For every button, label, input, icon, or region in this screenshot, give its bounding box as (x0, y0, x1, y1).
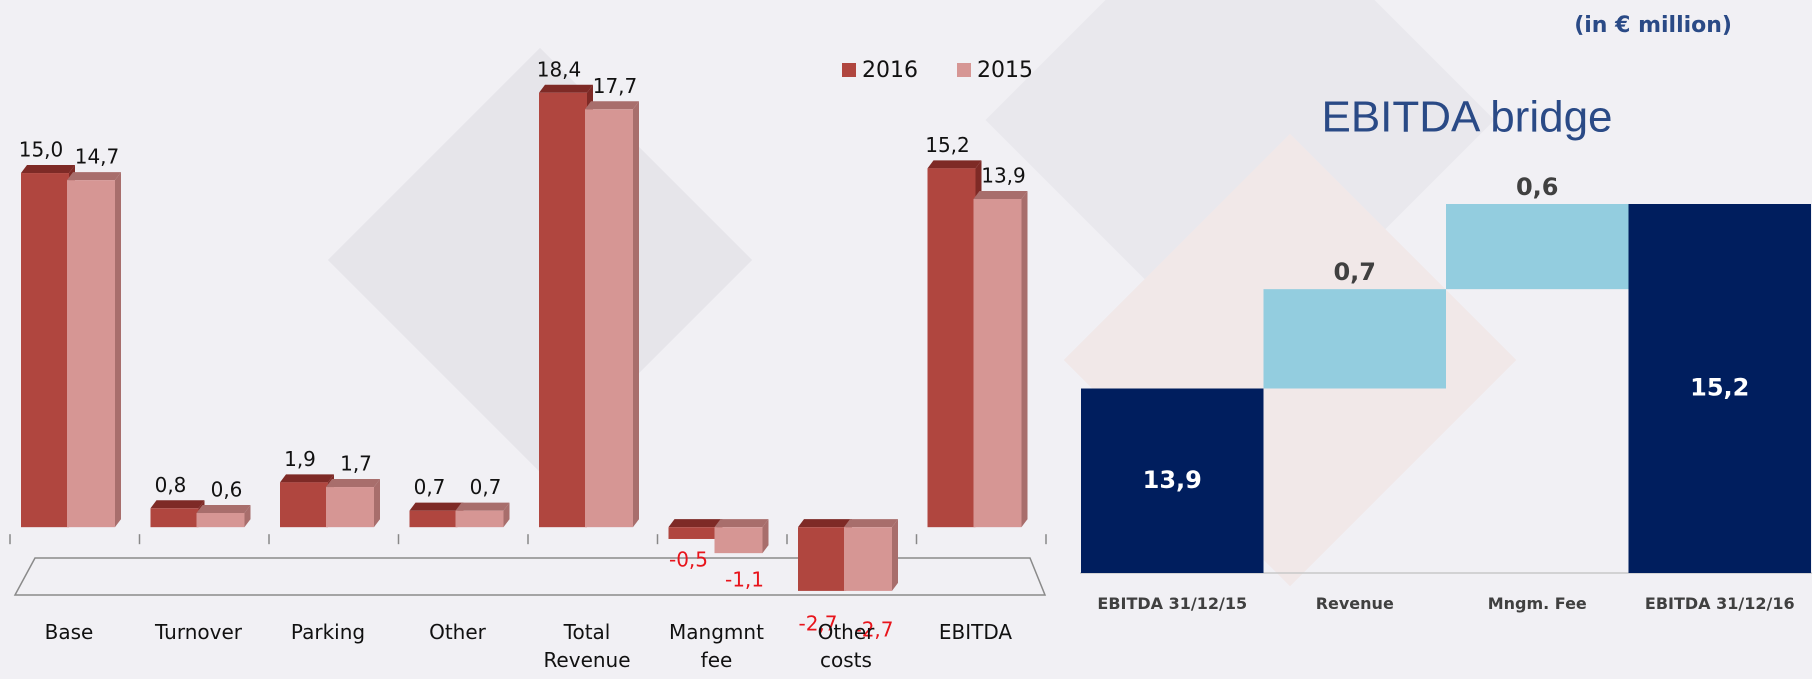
bar-top (539, 84, 593, 93)
data-label: 13,9 (981, 164, 1026, 188)
data-label: 13,9 (1143, 466, 1202, 494)
x-tick-label: Base (44, 620, 94, 644)
bar-top (455, 502, 510, 511)
x-tick-label: EBITDA (938, 620, 1013, 644)
bar (973, 199, 1022, 528)
bar-side (892, 519, 898, 591)
legend-swatch (957, 63, 971, 77)
x-tick-label: Other costs (817, 620, 875, 672)
data-label: -2,7 (854, 617, 893, 641)
data-label: 15,2 (925, 133, 970, 157)
data-label: 1,9 (284, 447, 316, 471)
bar-side (762, 519, 769, 554)
bar-top (150, 500, 205, 509)
x-tick-label: Turnover (154, 620, 242, 644)
bar-top (409, 502, 464, 511)
data-label: 18,4 (537, 57, 582, 81)
x-tick-label: Other (429, 620, 486, 644)
data-label: 0,6 (1516, 173, 1559, 201)
bar (844, 527, 892, 591)
bar-side (633, 101, 639, 528)
x-tick-label: Total Revenue (543, 620, 631, 672)
bar-top (280, 474, 334, 483)
bar (326, 487, 374, 528)
bar-top (927, 160, 982, 169)
chart-title: EBITDA bridge (1321, 93, 1612, 142)
platform (13, 557, 1047, 596)
bar-side (374, 479, 380, 528)
data-label: 0,7 (470, 475, 502, 499)
data-label: -1,1 (725, 568, 764, 592)
legend-label: 2015 (977, 58, 1033, 83)
x-tick-label: Mangmnt fee (669, 620, 764, 672)
data-label: -0,5 (669, 547, 708, 571)
bar-top (67, 172, 121, 181)
x-tick-label: Parking (290, 620, 366, 644)
bar (280, 482, 328, 528)
bar (1263, 289, 1446, 389)
data-label: 0,7 (414, 475, 446, 499)
bar (927, 168, 976, 528)
bar-side (503, 502, 510, 528)
bar (67, 180, 115, 528)
bar (409, 510, 458, 528)
bar-top (844, 519, 898, 528)
data-label: 0,8 (155, 473, 187, 497)
x-tick-label: Mngm. Fee (1487, 594, 1587, 613)
bar (1081, 388, 1264, 573)
bar-top (973, 191, 1028, 200)
x-tick-label: EBITDA 31/12/16 (1644, 594, 1795, 613)
bar (798, 527, 846, 591)
data-label: 17,7 (593, 74, 638, 98)
bar (714, 527, 763, 554)
legend-swatch (842, 63, 856, 77)
bar (539, 92, 587, 528)
bar-top (798, 519, 852, 528)
bar (585, 109, 633, 528)
bar (150, 508, 199, 528)
chart-subtitle: (in € million) (1574, 13, 1732, 38)
bar-side (244, 505, 251, 528)
data-label: 15,0 (19, 138, 64, 162)
bar (196, 513, 245, 528)
data-label: 1,7 (340, 452, 372, 476)
data-label: 15,2 (1690, 374, 1749, 402)
bar (668, 527, 717, 539)
data-label: 0,7 (1333, 258, 1376, 286)
bar (455, 510, 504, 528)
bar-top (326, 479, 380, 488)
bar-side (1021, 191, 1028, 528)
bar (21, 173, 69, 528)
x-tick-label: EBITDA 31/12/15 (1097, 594, 1248, 613)
bar-top (668, 519, 723, 528)
data-label: -2,7 (798, 611, 837, 635)
bar-top (21, 165, 75, 174)
bar-top (585, 101, 639, 110)
bar (1446, 204, 1629, 290)
legend-label: 2016 (862, 58, 918, 83)
bar-top (196, 505, 251, 514)
bar (1628, 204, 1811, 573)
data-label: 14,7 (75, 145, 120, 169)
bar-side (115, 172, 121, 528)
data-label: 0,6 (211, 478, 243, 502)
x-tick-label: Revenue (1315, 594, 1394, 613)
bar-top (714, 519, 769, 528)
